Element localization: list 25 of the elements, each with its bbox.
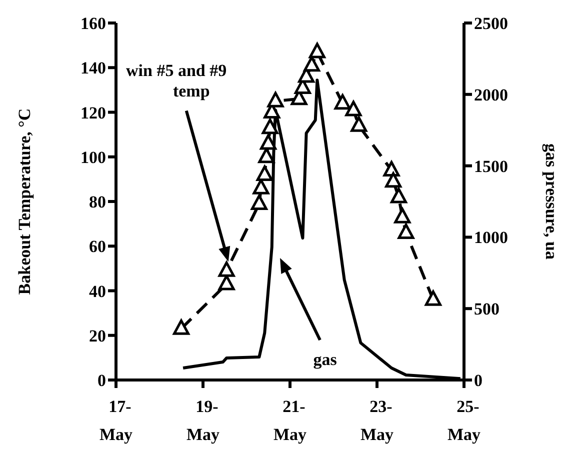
annotation: win #5 and #9 [126, 61, 227, 80]
y-tick-label: 20 [89, 326, 106, 346]
annotation: gas [313, 350, 338, 369]
x-tick-label: 23-May [360, 397, 394, 444]
y2-tick-label: 1000 [474, 228, 508, 248]
y2-tick-label: 1500 [474, 156, 508, 176]
y-tick-label: 80 [89, 192, 106, 212]
y2-tick-label: 500 [474, 300, 500, 319]
y-tick-label: 100 [80, 148, 106, 167]
y2-tick-label: 2500 [474, 14, 508, 34]
y-axis-title: Bakeout Temperature, °C [15, 108, 34, 295]
y2-tick-label: 0 [474, 371, 482, 390]
x-tick-label: 17-May [99, 397, 134, 444]
y-tick-label: 160 [80, 14, 106, 34]
y-tick-label: 140 [80, 58, 106, 78]
y-tick-label: 60 [89, 237, 106, 256]
y2-tick-label: 2000 [474, 85, 508, 104]
y-tick-label: 120 [80, 103, 106, 122]
y-tick-label: 40 [89, 282, 106, 301]
y-tick-label: 0 [98, 371, 106, 390]
x-tick-label: 25-May [447, 397, 482, 444]
x-tick-label: 19-May [186, 397, 220, 444]
y2-axis-title: gas pressure, ua [542, 143, 561, 260]
x-tick-label: 21-May [273, 397, 308, 444]
annotation: temp [172, 82, 210, 101]
